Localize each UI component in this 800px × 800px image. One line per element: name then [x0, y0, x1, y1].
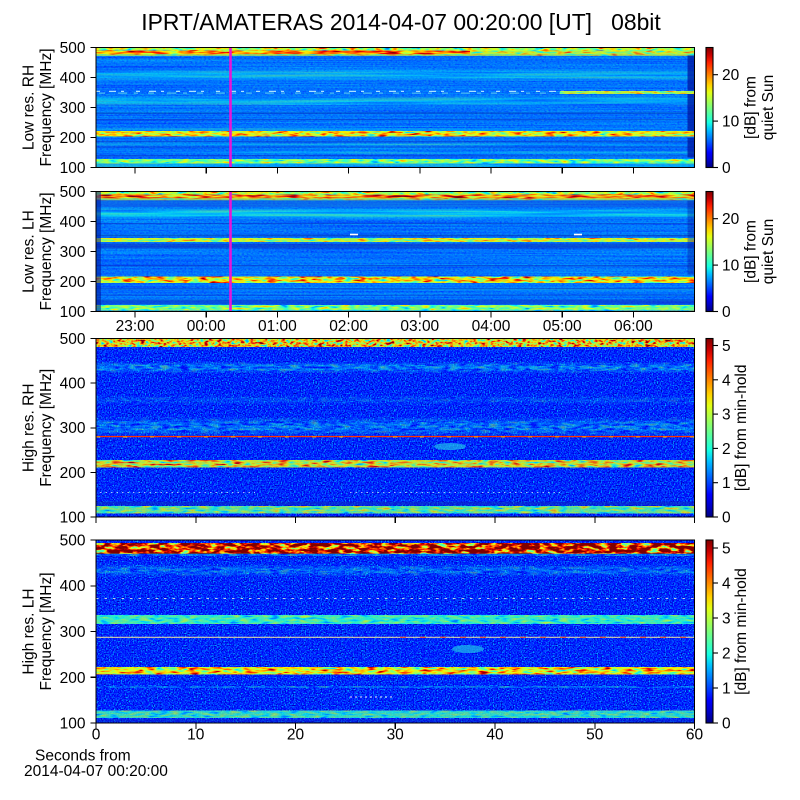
svg-text:[dB] from min-hold: [dB] from min-hold [733, 568, 750, 695]
svg-text:High res. LH: High res. LH [21, 588, 38, 674]
svg-text:3: 3 [722, 611, 731, 628]
svg-text:0: 0 [722, 160, 731, 177]
svg-text:400: 400 [60, 376, 86, 393]
svg-text:200: 200 [60, 465, 86, 482]
svg-text:10: 10 [187, 727, 205, 744]
svg-text:10: 10 [722, 114, 740, 131]
svg-text:400: 400 [60, 70, 86, 87]
svg-text:200: 200 [60, 130, 86, 147]
svg-text:20: 20 [287, 727, 305, 744]
svg-text:Frequency [MHz]: Frequency [MHz] [38, 572, 55, 690]
svg-text:1: 1 [722, 475, 731, 492]
svg-text:400: 400 [60, 578, 86, 595]
svg-text:1: 1 [722, 681, 731, 698]
svg-text:00:00: 00:00 [187, 318, 226, 335]
svg-text:23:00: 23:00 [116, 318, 155, 335]
svg-text:100: 100 [60, 510, 86, 527]
svg-text:Frequency [MHz]: Frequency [MHz] [38, 48, 55, 166]
svg-text:500: 500 [60, 184, 86, 201]
svg-text:20: 20 [722, 211, 740, 228]
svg-text:[dB] from: [dB] from [743, 76, 760, 139]
svg-text:5: 5 [722, 541, 731, 558]
svg-text:0: 0 [722, 510, 731, 527]
svg-text:[dB] from min-hold: [dB] from min-hold [733, 364, 750, 491]
svg-text:Low res. LH: Low res. LH [21, 210, 38, 293]
svg-text:01:00: 01:00 [258, 318, 297, 335]
svg-text:Low res. RH: Low res. RH [21, 65, 38, 150]
svg-text:300: 300 [60, 624, 86, 641]
svg-text:4: 4 [722, 372, 731, 389]
svg-text:IPRT/AMATERAS 2014-04-07 00:20: IPRT/AMATERAS 2014-04-07 00:20:00 [UT] 0… [141, 9, 661, 35]
svg-text:100: 100 [60, 716, 86, 733]
svg-text:Frequency [MHz]: Frequency [MHz] [38, 192, 55, 310]
svg-text:60: 60 [686, 727, 704, 744]
svg-text:200: 200 [60, 274, 86, 291]
svg-text:05:00: 05:00 [543, 318, 582, 335]
svg-text:20: 20 [722, 67, 740, 84]
svg-text:2014-04-07 00:20:00: 2014-04-07 00:20:00 [24, 763, 168, 780]
svg-text:0: 0 [722, 304, 731, 321]
svg-text:400: 400 [60, 214, 86, 231]
svg-text:30: 30 [387, 727, 405, 744]
svg-text:5: 5 [722, 338, 731, 355]
svg-text:50: 50 [586, 727, 604, 744]
svg-text:2: 2 [722, 441, 731, 458]
svg-text:04:00: 04:00 [472, 318, 511, 335]
svg-text:300: 300 [60, 244, 86, 261]
svg-text:500: 500 [60, 40, 86, 57]
svg-text:200: 200 [60, 670, 86, 687]
svg-text:quiet Sun: quiet Sun [760, 75, 777, 141]
svg-text:300: 300 [60, 420, 86, 437]
svg-text:40: 40 [486, 727, 504, 744]
svg-text:03:00: 03:00 [400, 318, 439, 335]
svg-text:[dB] from: [dB] from [743, 220, 760, 283]
svg-text:300: 300 [60, 100, 86, 117]
svg-text:Frequency [MHz]: Frequency [MHz] [38, 369, 55, 487]
svg-text:500: 500 [60, 533, 86, 550]
svg-text:3: 3 [722, 407, 731, 424]
svg-text:0: 0 [722, 716, 731, 733]
svg-text:02:00: 02:00 [329, 318, 368, 335]
svg-text:Seconds from: Seconds from [35, 748, 131, 765]
svg-text:500: 500 [60, 331, 86, 348]
svg-text:4: 4 [722, 576, 731, 593]
svg-text:100: 100 [60, 160, 86, 177]
svg-text:High res. RH: High res. RH [21, 383, 38, 472]
svg-text:100: 100 [60, 304, 86, 321]
svg-text:10: 10 [722, 258, 740, 275]
svg-text:2: 2 [722, 646, 731, 663]
svg-text:06:00: 06:00 [614, 318, 653, 335]
svg-text:quiet Sun: quiet Sun [760, 219, 777, 285]
svg-text:0: 0 [92, 727, 101, 744]
